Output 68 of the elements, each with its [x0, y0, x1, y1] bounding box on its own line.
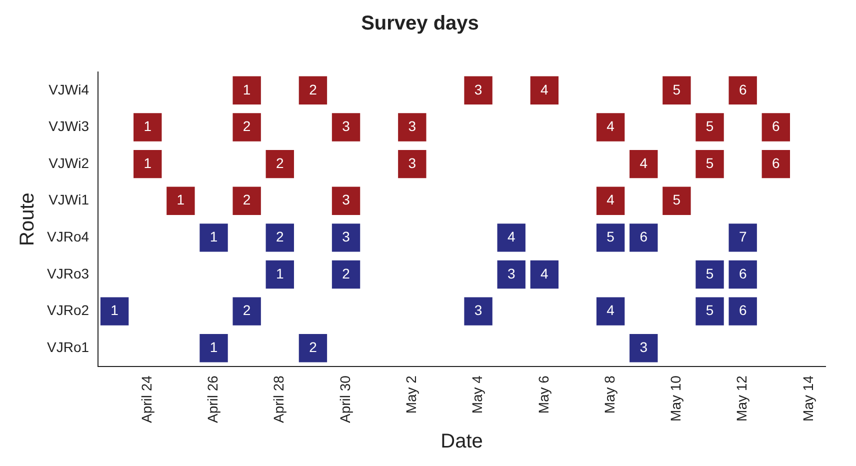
x-tick-label: May 12 [734, 375, 750, 422]
data-label: 2 [242, 118, 251, 134]
data-label: 1 [210, 338, 218, 355]
data-label: 4 [640, 154, 648, 171]
x-tick-label: May 8 [601, 375, 618, 414]
data-label: 4 [606, 118, 615, 134]
x-axis-title: Date [440, 430, 483, 453]
data-label: 4 [540, 265, 549, 282]
data-label: 2 [342, 265, 350, 282]
y-tick-label: VJRo3 [46, 265, 90, 282]
data-label: 2 [242, 302, 251, 318]
data-label: 3 [342, 228, 350, 245]
x-tick-label: April 24 [138, 375, 154, 423]
data-label: 4 [606, 192, 615, 208]
x-tick-label: April 28 [270, 375, 287, 423]
data-label: 6 [640, 228, 648, 245]
data-label: 5 [606, 228, 615, 245]
data-label: 3 [507, 265, 516, 282]
y-tick-label: VJWi2 [48, 154, 90, 171]
data-label: 6 [772, 154, 780, 171]
y-tick-label: VJWi3 [48, 118, 90, 134]
y-tick-label: VJWi4 [48, 81, 90, 98]
data-label: 2 [242, 192, 251, 208]
data-label: 3 [640, 338, 648, 355]
x-tick-label: May 6 [535, 375, 552, 414]
data-label: 1 [176, 192, 185, 208]
x-tick-label: May 2 [403, 375, 420, 414]
data-label: 4 [507, 228, 516, 245]
data-label: 1 [210, 228, 218, 245]
data-label: 3 [342, 192, 350, 208]
data-label: 2 [276, 154, 284, 171]
data-label: 3 [342, 118, 350, 134]
data-label: 1 [276, 265, 284, 282]
data-label: 5 [706, 154, 714, 171]
data-label: 1 [110, 302, 119, 318]
x-tick-label: May 14 [800, 375, 816, 422]
data-label: 6 [738, 265, 747, 282]
data-label: 1 [144, 154, 152, 171]
data-label: 6 [738, 302, 747, 318]
data-label: 5 [672, 81, 681, 98]
data-label: 5 [672, 192, 681, 208]
data-label: 3 [408, 118, 416, 134]
x-tick-label: May 4 [469, 375, 486, 414]
data-label: 6 [738, 81, 747, 98]
data-label: 5 [706, 118, 714, 134]
data-label: 1 [144, 118, 152, 134]
data-label: 3 [474, 302, 482, 318]
y-tick-label: VJWi1 [48, 192, 90, 208]
data-label: 5 [706, 302, 714, 318]
y-tick-label: VJRo1 [46, 338, 90, 355]
data-label: 7 [738, 228, 747, 245]
chart-title: Survey days [361, 12, 479, 35]
x-tick-label: April 26 [204, 375, 221, 423]
data-label: 2 [276, 228, 284, 245]
data-label: 1 [242, 81, 251, 98]
data-label: 6 [772, 118, 780, 134]
y-tick-label: VJRo2 [46, 302, 90, 318]
y-axis-title: Route [16, 192, 39, 246]
x-tick-label: April 30 [336, 375, 353, 423]
data-label: 3 [408, 154, 416, 171]
x-tick-label: May 10 [668, 375, 684, 422]
y-tick-label: VJRo4 [46, 228, 90, 245]
data-label: 4 [606, 302, 615, 318]
data-label: 2 [309, 338, 318, 355]
data-label: 2 [309, 81, 318, 98]
data-label: 5 [706, 265, 714, 282]
data-label: 4 [540, 81, 549, 98]
data-label: 3 [474, 81, 482, 98]
